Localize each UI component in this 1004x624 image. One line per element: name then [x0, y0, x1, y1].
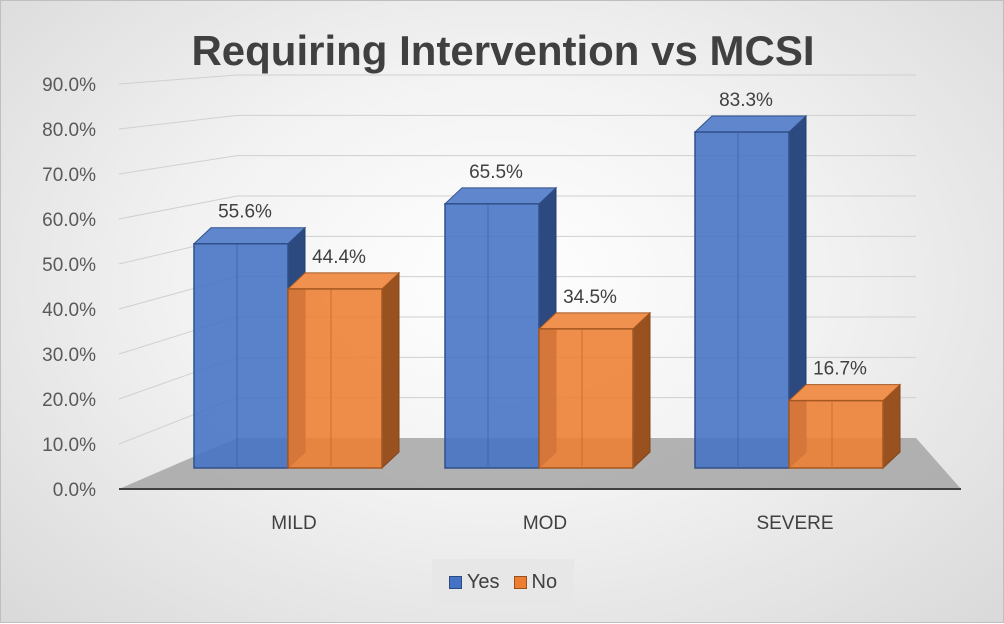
chart-title: Requiring Intervention vs MCSI: [191, 27, 815, 74]
y-tick-label: 50.0%: [42, 255, 96, 276]
bar-no-severe-front: [788, 399, 884, 469]
bar-yes-mild-front: [193, 242, 289, 469]
legend-item-no: No: [513, 570, 558, 594]
gridline: [118, 195, 916, 220]
bar-no-severe: [787, 383, 902, 470]
bar-yes-mild-top: [192, 227, 307, 245]
bar-yes-severe-top: [693, 115, 808, 133]
y-tick-label: 20.0%: [42, 390, 96, 411]
y-tick-label: 70.0%: [42, 165, 96, 186]
data-label: 34.5%: [563, 287, 617, 308]
y-tick-label: 60.0%: [42, 210, 96, 231]
legend-item-yes: Yes: [448, 570, 500, 594]
bar-no-mod-top: [537, 312, 652, 330]
legend-label-no: No: [531, 570, 558, 593]
bar-no-severe-top: [787, 384, 902, 402]
bar-yes-severe-front: [694, 131, 790, 469]
bar-yes-mod-top: [443, 187, 558, 205]
x-tick-label: MILD: [271, 513, 316, 534]
gridline: [118, 114, 916, 130]
y-tick-label: 0.0%: [53, 480, 96, 501]
bar-no-mild-side: [381, 271, 400, 470]
bar-yes-mod: [443, 186, 558, 470]
legend-swatch-no: [513, 575, 527, 589]
y-tick-label: 30.0%: [42, 345, 96, 366]
gridline: [118, 155, 916, 175]
y-tick-label: 80.0%: [42, 120, 96, 141]
y-tick-label: 90.0%: [42, 75, 96, 96]
bar-no-mod-side: [632, 311, 651, 470]
bar-no-mild-top: [286, 272, 401, 290]
y-tick-label: 10.0%: [42, 435, 96, 456]
data-label: 65.5%: [469, 162, 523, 183]
data-label: 16.7%: [813, 359, 867, 380]
bar-yes-severe: [693, 114, 808, 470]
data-label: 83.3%: [719, 90, 773, 111]
gridline: [118, 74, 916, 85]
bar-no-mild-front: [287, 288, 383, 469]
legend: Yes No: [432, 559, 574, 605]
bar-no-mod-front: [538, 328, 634, 469]
data-label: 44.4%: [312, 247, 366, 268]
x-tick-label: MOD: [523, 513, 567, 534]
legend-swatch-yes: [448, 575, 462, 589]
legend-label-yes: Yes: [466, 570, 500, 593]
bar-yes-mod-front: [444, 203, 540, 469]
bar-no-mod: [537, 311, 652, 470]
data-label: 55.6%: [218, 202, 272, 223]
x-tick-label: SEVERE: [756, 513, 833, 534]
y-tick-label: 40.0%: [42, 300, 96, 321]
bar-no-mild: [286, 271, 401, 470]
